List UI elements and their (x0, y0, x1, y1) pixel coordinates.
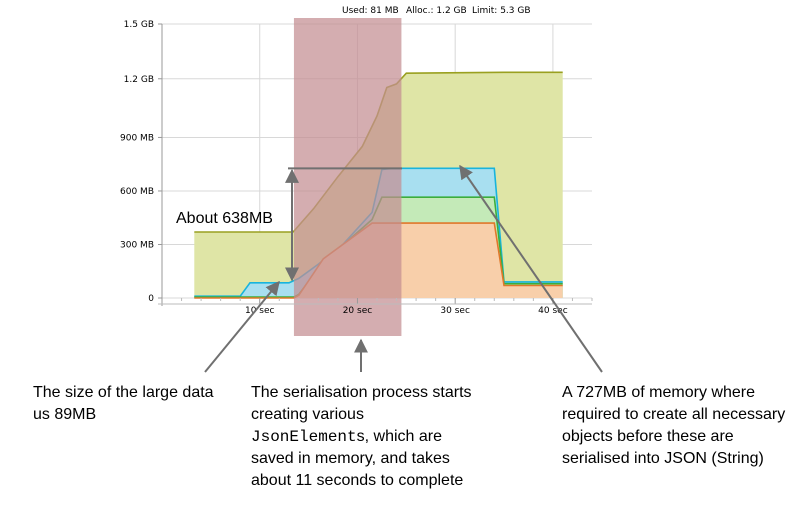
y-tick-label: 1.2 GB (124, 75, 154, 85)
y-tick-label: 1.5 GB (124, 20, 154, 30)
note-serialisation-text-2: s, which are saved in memory, and takes … (251, 428, 464, 489)
status-limit: Limit: 5.3 GB (472, 6, 531, 16)
x-tick-label: 20 sec (343, 306, 373, 316)
y-tick-label: 300 MB (120, 240, 154, 250)
y-tick-label: 0 (148, 294, 154, 304)
arrow-large-data (204, 280, 280, 373)
note-large-data: The size of the large data us 89MB (33, 382, 223, 426)
note-large-data-text: The size of the large data us 89MB (33, 384, 214, 423)
memory-chart: 0 300 MB 600 MB 900 MB 1.2 GB 1.5 GB 10 sec 20 … (120, 18, 603, 373)
serialisation-highlight (293, 18, 402, 336)
y-tick-label: 600 MB (120, 187, 154, 197)
note-serialisation-text-1: The serialisation process starts creatin… (251, 384, 472, 423)
status-used: Used: 81 MB (342, 6, 399, 16)
note-serialisation: The serialisation process starts creatin… (251, 382, 481, 492)
x-tick-label: 30 sec (440, 306, 470, 316)
note-memory-727: A 727MB of memory where required to crea… (562, 382, 802, 470)
x-tick-label: 10 sec (245, 306, 275, 316)
status-alloc: Alloc.: 1.2 GB (406, 6, 467, 16)
bracket-label: About 638MB (176, 210, 273, 227)
note-serialisation-code: JsonElement (251, 428, 357, 446)
arrow-memory-727 (459, 164, 603, 373)
note-memory-727-text: A 727MB of memory where required to crea… (562, 384, 786, 467)
y-tick-label: 900 MB (120, 133, 154, 143)
x-tick-label: 40 sec (538, 306, 568, 316)
